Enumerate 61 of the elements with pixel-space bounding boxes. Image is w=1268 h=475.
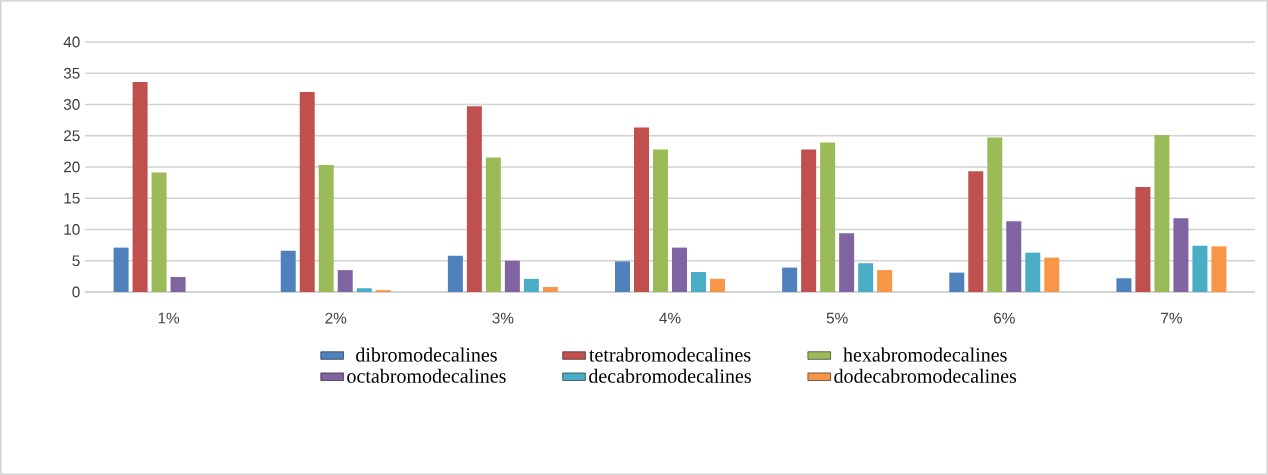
bar [1192,245,1208,292]
bar [151,172,167,292]
y-tick-label: 10 [64,224,80,235]
bar [801,149,817,292]
bar [877,270,893,292]
bar [710,278,725,292]
bar [1154,135,1170,292]
x-tick-label: 6% [993,312,1015,324]
bar [337,270,353,292]
bar [1211,246,1227,292]
x-tick-label: 5% [826,312,848,324]
y-tick-label: 40 [63,36,80,48]
bar [634,127,650,292]
bar [968,171,984,292]
bar [691,271,706,292]
bar [447,255,463,292]
bar [1173,218,1189,292]
y-tick-label: 15 [64,192,80,204]
bar [113,247,129,292]
bar [987,137,1003,292]
bar [542,286,558,292]
x-tick-label: 1% [158,312,180,324]
bar [504,260,520,292]
bar [1025,252,1041,292]
bar [523,278,539,292]
bar [949,272,965,292]
legend-label: decabromodecalines [589,368,751,383]
bar [299,92,315,292]
bar [485,157,501,292]
bar [820,142,836,292]
bar [1044,257,1060,292]
legend-label: dibromodecalines [356,347,497,362]
bar [1006,221,1022,292]
bar [653,149,668,292]
x-tick-label: 3% [492,312,514,324]
y-tick-label: 20 [64,161,80,173]
bar [318,165,334,292]
bar [615,261,630,292]
bar [356,288,372,292]
legend-label: hexabromodecalines [843,347,1007,362]
bar [170,276,186,292]
bar [132,82,148,292]
y-tick-label: 25 [64,130,80,142]
y-tick-label: 0 [72,286,80,298]
bar [1135,186,1151,292]
bar [280,250,296,292]
bar [858,263,874,292]
x-tick-label: 7% [1161,312,1182,324]
x-tick-label: 2% [325,312,347,324]
y-tick-label: 30 [63,99,80,110]
y-tick-label: 35 [63,67,80,79]
legend-label: octabromodecalines [347,368,506,383]
legend-label: dodecabromodecalines [834,368,1017,383]
legend-label: tetrabromodecalines [589,347,751,362]
y-tick-label: 5 [72,255,80,267]
x-tick-label: 4% [659,312,681,324]
bar [466,106,482,292]
bar [782,267,798,292]
bar [839,233,855,292]
bar [1116,278,1132,292]
bar [672,247,688,292]
